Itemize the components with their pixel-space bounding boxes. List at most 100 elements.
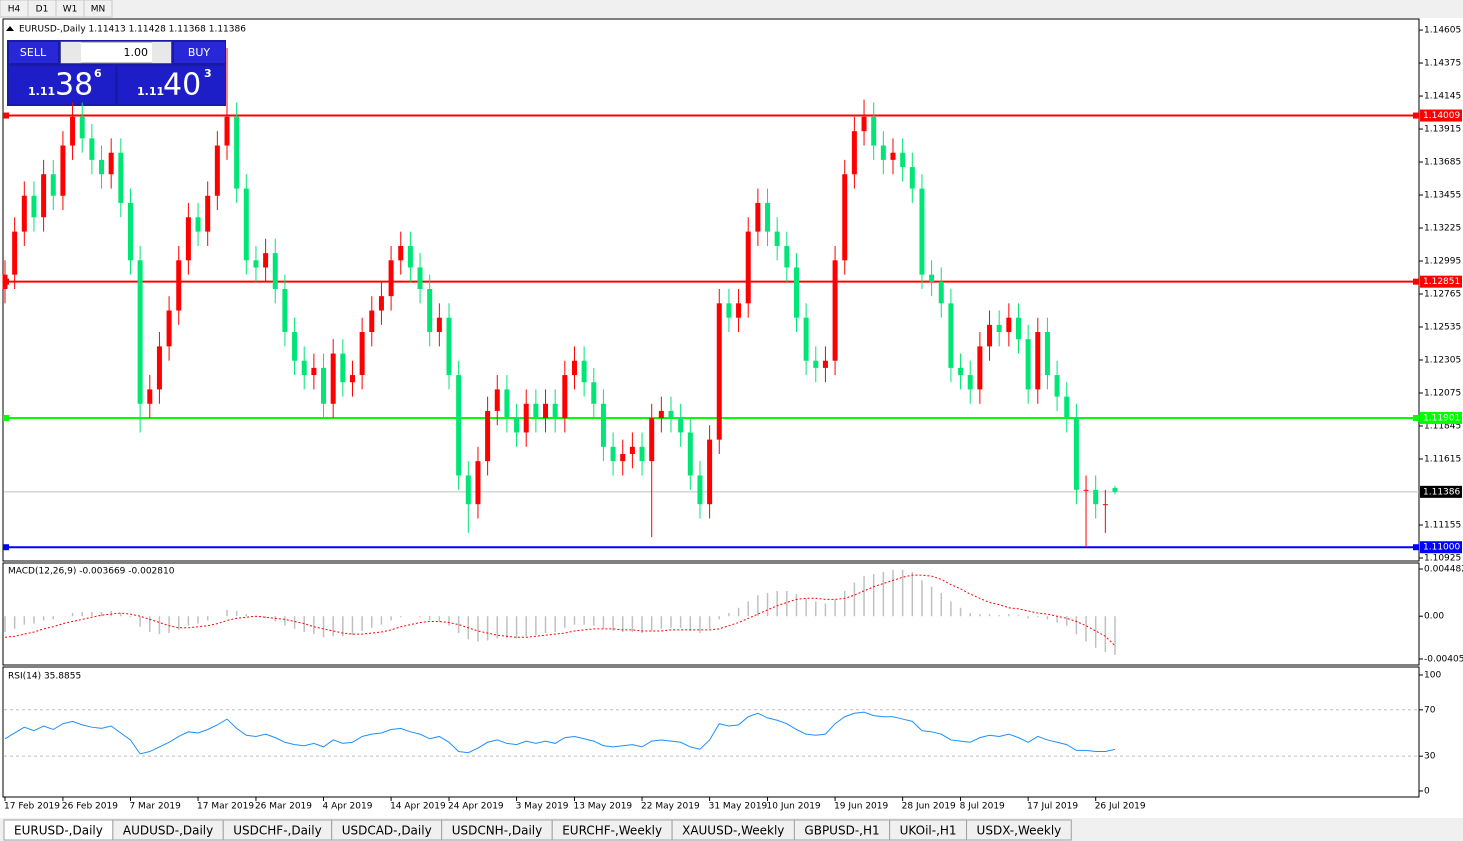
y-tick-label: 1.12535 <box>1424 323 1461 333</box>
candle-body <box>378 296 384 311</box>
collapse-icon[interactable] <box>6 26 14 31</box>
candle-body <box>1073 418 1079 490</box>
candle-body <box>369 310 375 333</box>
candle-body <box>562 375 568 419</box>
y-tick-label: 1.13915 <box>1424 125 1461 135</box>
candle-body <box>716 303 722 440</box>
candle-body <box>263 253 269 268</box>
candle-body <box>514 418 520 433</box>
candle-body <box>70 116 76 146</box>
volume-up[interactable] <box>152 42 171 63</box>
candle-body <box>224 116 230 146</box>
level-price-box <box>1420 275 1462 288</box>
candle-body <box>871 116 877 146</box>
candle-body <box>475 461 481 505</box>
candle-body <box>890 152 896 160</box>
level-handle[interactable] <box>3 112 9 119</box>
candle-body <box>987 324 993 347</box>
candle-body <box>523 403 529 433</box>
candle-body <box>1006 317 1012 333</box>
y-tick-label: 1.13225 <box>1424 224 1461 234</box>
bid-box[interactable] <box>9 66 115 104</box>
buy-label: BUY <box>188 46 211 59</box>
toolbar <box>0 0 1463 18</box>
candle-body <box>417 267 423 289</box>
candle-body <box>948 303 954 368</box>
candle-body <box>909 167 915 189</box>
candle-body <box>253 260 259 268</box>
candle-body <box>552 403 558 419</box>
bid-point: 6 <box>94 67 102 80</box>
candle-body <box>456 375 462 476</box>
candle-body <box>311 367 317 376</box>
level-price-label: 1.14009 <box>1423 111 1460 121</box>
x-tick-label: 17 Mar 2019 <box>197 802 254 812</box>
ask-point: 3 <box>204 67 212 80</box>
candle-body <box>543 403 549 419</box>
level-handle[interactable] <box>1413 414 1419 421</box>
macd-signal <box>4 574 1116 647</box>
candle-body <box>1035 332 1041 390</box>
candle-body <box>349 375 355 383</box>
candle-body <box>1102 504 1108 506</box>
candle-body <box>301 360 307 376</box>
candle-body <box>851 131 857 175</box>
x-tick-label: 24 Apr 2019 <box>448 802 504 812</box>
current-price-box <box>1420 485 1462 498</box>
x-tick-label: 8 Jul 2019 <box>960 802 1005 812</box>
level-handle[interactable] <box>3 544 9 551</box>
x-tick-label: 14 Apr 2019 <box>390 802 446 812</box>
y-tick-label: 0.00 <box>1424 612 1444 622</box>
y-tick-label: 1.12995 <box>1424 257 1461 267</box>
candle-body <box>793 267 799 318</box>
candle-body <box>736 303 742 318</box>
candle-body <box>127 202 133 261</box>
candle-body <box>1064 396 1070 419</box>
timeframe-button[interactable] <box>83 0 113 18</box>
level-handle[interactable] <box>1413 112 1419 119</box>
candle-body <box>89 138 95 160</box>
x-tick-label: 13 May 2019 <box>573 802 632 812</box>
x-tick-label: 31 May 2019 <box>709 802 768 812</box>
x-tick-label: 26 Feb 2019 <box>62 802 118 812</box>
candle-body <box>697 475 703 505</box>
candle-body <box>494 389 500 411</box>
candle-body <box>2 274 8 289</box>
candle-body <box>996 324 1002 333</box>
candle-body <box>842 174 848 261</box>
level-price-label: 1.12851 <box>1423 277 1460 287</box>
y-tick-label: 1.14145 <box>1424 92 1461 102</box>
candle-body <box>79 116 85 139</box>
x-tick-label: 19 Jun 2019 <box>834 802 888 812</box>
candle-body <box>1025 339 1031 390</box>
candle-body <box>147 389 153 404</box>
chart-tab-label: USDCNH-,Daily <box>452 824 543 838</box>
candle-body <box>581 360 587 383</box>
buy-button[interactable] <box>174 42 225 63</box>
candle-body <box>205 195 211 232</box>
candle-body <box>176 260 182 311</box>
chart-tab[interactable] <box>966 819 1072 841</box>
rsi-panel <box>2 666 1420 798</box>
ask-box[interactable] <box>118 66 225 104</box>
candle-body <box>880 145 886 160</box>
candle-body <box>900 152 906 168</box>
candle-body <box>832 260 838 361</box>
candle-body <box>977 346 983 390</box>
current-price-label: 1.11386 <box>1423 487 1460 497</box>
candle-body <box>137 260 143 404</box>
sell-button[interactable] <box>9 42 58 63</box>
ask-pips: 40 <box>163 68 201 103</box>
level-handle[interactable] <box>3 414 9 421</box>
level-handle[interactable] <box>1413 544 1419 551</box>
y-tick-label: 1.11155 <box>1424 520 1461 530</box>
candle-body <box>21 195 27 232</box>
candle-body <box>12 231 18 275</box>
level-price-label: 1.11000 <box>1423 543 1460 553</box>
candle-body <box>31 195 37 218</box>
volume-down[interactable] <box>61 42 81 63</box>
level-price-box <box>1420 109 1462 122</box>
level-handle[interactable] <box>1413 278 1419 285</box>
candle-body <box>967 375 973 390</box>
